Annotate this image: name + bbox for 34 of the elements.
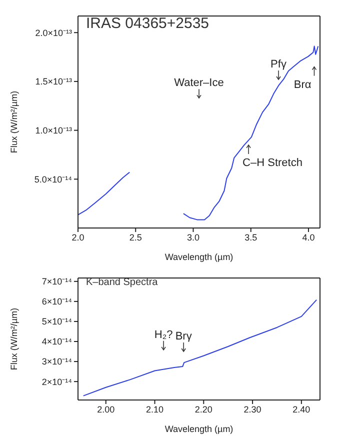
line-series [82,299,318,396]
y-axis-title: Flux (W/m²/µm) [9,90,20,154]
x-tick-label: 2.20 [194,404,212,414]
y-axis-title: Flux (W/m²/µm) [9,308,20,370]
x-tick-label: 4.0 [302,232,315,242]
y-tick-label: 2.0×10⁻¹³ [35,28,72,38]
x-tick-label: 2.10 [146,404,164,414]
line-series [78,172,130,216]
x-tick-label: 2.0 [72,232,84,242]
x-tick-label: 2.40 [292,404,310,414]
annotation: H₂? [154,328,173,341]
chart-title: K–band Spectra [86,277,158,288]
y-tick-label: 2×10⁻¹⁴ [42,376,72,387]
x-tick-label: 3.5 [244,232,258,242]
x-axis-title: Wavelength (µm) [164,424,234,434]
y-tick-label: 5×10⁻¹⁴ [42,316,72,327]
y-tick-label: 6×10⁻¹⁴ [42,296,72,307]
y-tick-label: 4×10⁻¹⁴ [42,336,72,347]
y-tick-label: 5.0×10⁻¹⁴ [34,174,72,184]
x-tick-label: 2.5 [129,232,142,242]
annotation: Brγ [175,330,192,343]
y-tick-label: 1.0×10⁻¹³ [35,126,72,136]
x-axis-title: Wavelength (µm) [164,252,234,262]
y-tick-label: 7×10⁻¹⁴ [42,276,72,287]
x-tick-label: 2.30 [244,404,262,414]
y-tick-label: 3×10⁻¹⁴ [42,356,72,367]
annotation: Brα [294,78,312,91]
chart-title: IRAS 04365+2535 [86,15,210,32]
annotation: Water–Ice [174,77,224,90]
annotation: C–H Stretch [242,156,302,169]
annotation: Pfγ [270,58,287,70]
x-tick-label: 2.00 [97,404,115,414]
x-tick-label: 3.0 [186,232,200,242]
y-tick-label: 1.5×10⁻¹³ [35,76,72,87]
